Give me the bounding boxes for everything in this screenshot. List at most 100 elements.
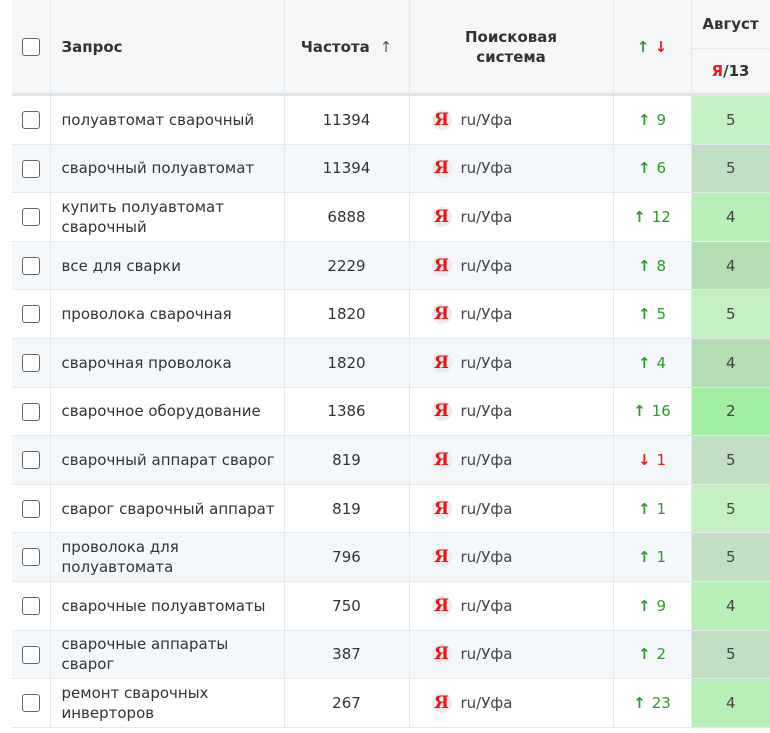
select-all-checkbox[interactable] <box>21 37 40 56</box>
row-checkbox[interactable] <box>21 111 40 130</box>
position-cell[interactable]: 4 <box>691 192 770 242</box>
region-text: ru/Уфа <box>460 305 513 324</box>
table-header: Запрос Частота ↑ Поисковая система ↑ ↓ Ав… <box>12 0 770 96</box>
position-cell[interactable]: 4 <box>691 678 770 728</box>
region-text: ru/Уфа <box>460 256 513 275</box>
region-text: ru/Уфа <box>460 499 513 518</box>
row-checkbox-cell <box>12 289 51 339</box>
position-value: 5 <box>725 499 736 518</box>
change-value: 16 <box>651 402 671 421</box>
position-change-cell: ↑ 1 <box>613 484 692 534</box>
position-cell[interactable]: 5 <box>691 94 770 145</box>
row-checkbox[interactable] <box>21 256 40 275</box>
frequency-cell: 819 <box>284 435 410 485</box>
row-checkbox[interactable] <box>21 548 40 567</box>
position-cell[interactable]: 5 <box>691 144 770 194</box>
region-text: ru/Уфа <box>460 207 513 226</box>
frequency-cell: 1820 <box>284 289 410 339</box>
query-cell: все для сварки <box>50 241 285 291</box>
position-cell[interactable]: 5 <box>691 630 770 680</box>
query-text: сварог сварочный аппарат <box>61 499 275 518</box>
column-header-yandex-position[interactable]: Я/13 <box>691 48 770 96</box>
query-text: сварочные аппараты сварог <box>61 635 229 674</box>
row-checkbox[interactable] <box>21 694 40 713</box>
position-cell[interactable]: 4 <box>691 241 770 291</box>
region-text: ru/Уфа <box>460 450 513 469</box>
position-cell[interactable]: 5 <box>691 484 770 534</box>
row-checkbox[interactable] <box>21 451 40 470</box>
change-arrow-icon: ↑ <box>633 402 646 421</box>
change-value: 8 <box>656 256 667 275</box>
frequency-cell: 11394 <box>284 144 410 194</box>
row-checkbox[interactable] <box>21 596 40 615</box>
change-arrow-icon: ↑ <box>637 159 651 178</box>
change-value: 4 <box>656 353 667 372</box>
query-text: ремонт сварочных инверторов <box>61 683 209 722</box>
row-checkbox[interactable] <box>21 208 40 227</box>
column-header-frequency-label: Частота <box>300 37 370 56</box>
position-cell[interactable]: 4 <box>691 338 770 388</box>
region-text: ru/Уфа <box>460 110 513 129</box>
position-cell[interactable]: 5 <box>691 435 770 485</box>
frequency-cell: 387 <box>284 630 410 680</box>
position-value: 4 <box>725 207 736 226</box>
frequency-cell: 6888 <box>284 192 410 242</box>
query-text: купить полуавтомат сварочный <box>61 197 224 236</box>
row-checkbox[interactable] <box>21 402 40 421</box>
position-change-cell: ↑ 9 <box>613 94 692 145</box>
query-text: проволока для полуавтомата <box>61 538 179 577</box>
row-checkbox[interactable] <box>21 645 40 664</box>
query-text: сварочное оборудование <box>61 402 261 421</box>
position-cell[interactable]: 5 <box>691 289 770 339</box>
position-cell[interactable]: 4 <box>691 581 770 631</box>
region-text: ru/Уфа <box>460 596 513 615</box>
change-arrow-icon: ↑ <box>637 305 651 324</box>
row-checkbox[interactable] <box>21 354 40 373</box>
arrow-down-icon: ↓ <box>654 37 668 56</box>
row-checkbox[interactable] <box>21 499 40 518</box>
row-checkbox-cell <box>12 192 51 242</box>
frequency-cell: 750 <box>284 581 410 631</box>
query-text: все для сварки <box>61 256 181 275</box>
column-header-frequency[interactable]: Частота ↑ <box>284 0 410 96</box>
change-arrow-icon: ↑ <box>637 353 651 372</box>
sort-ascending-icon[interactable]: ↑ <box>379 37 393 56</box>
query-cell: сварочные аппараты сварог <box>50 630 285 680</box>
row-checkbox-cell <box>12 532 51 582</box>
frequency-cell: 267 <box>284 678 410 728</box>
yandex-logo-text: Я <box>711 62 724 80</box>
change-arrow-icon: ↑ <box>637 548 651 567</box>
frequency-value: 1820 <box>327 305 366 324</box>
change-arrow-icon: ↑ <box>637 499 651 518</box>
column-header-query[interactable]: Запрос <box>50 0 285 96</box>
position-value: 4 <box>725 353 736 372</box>
change-arrow-icon: ↓ <box>637 450 651 469</box>
query-cell: сварочный полуавтомат <box>50 144 285 194</box>
frequency-value: 1386 <box>327 402 366 421</box>
row-checkbox[interactable] <box>21 305 40 324</box>
column-header-change[interactable]: ↑ ↓ <box>613 0 692 96</box>
position-cell[interactable]: 5 <box>691 532 770 582</box>
position-cell[interactable]: 2 <box>691 387 770 437</box>
column-header-month-label: Август <box>702 15 759 33</box>
row-checkbox[interactable] <box>21 159 40 178</box>
